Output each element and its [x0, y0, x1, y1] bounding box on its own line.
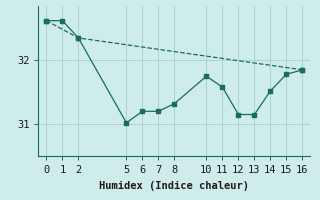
- X-axis label: Humidex (Indice chaleur): Humidex (Indice chaleur): [100, 181, 249, 191]
